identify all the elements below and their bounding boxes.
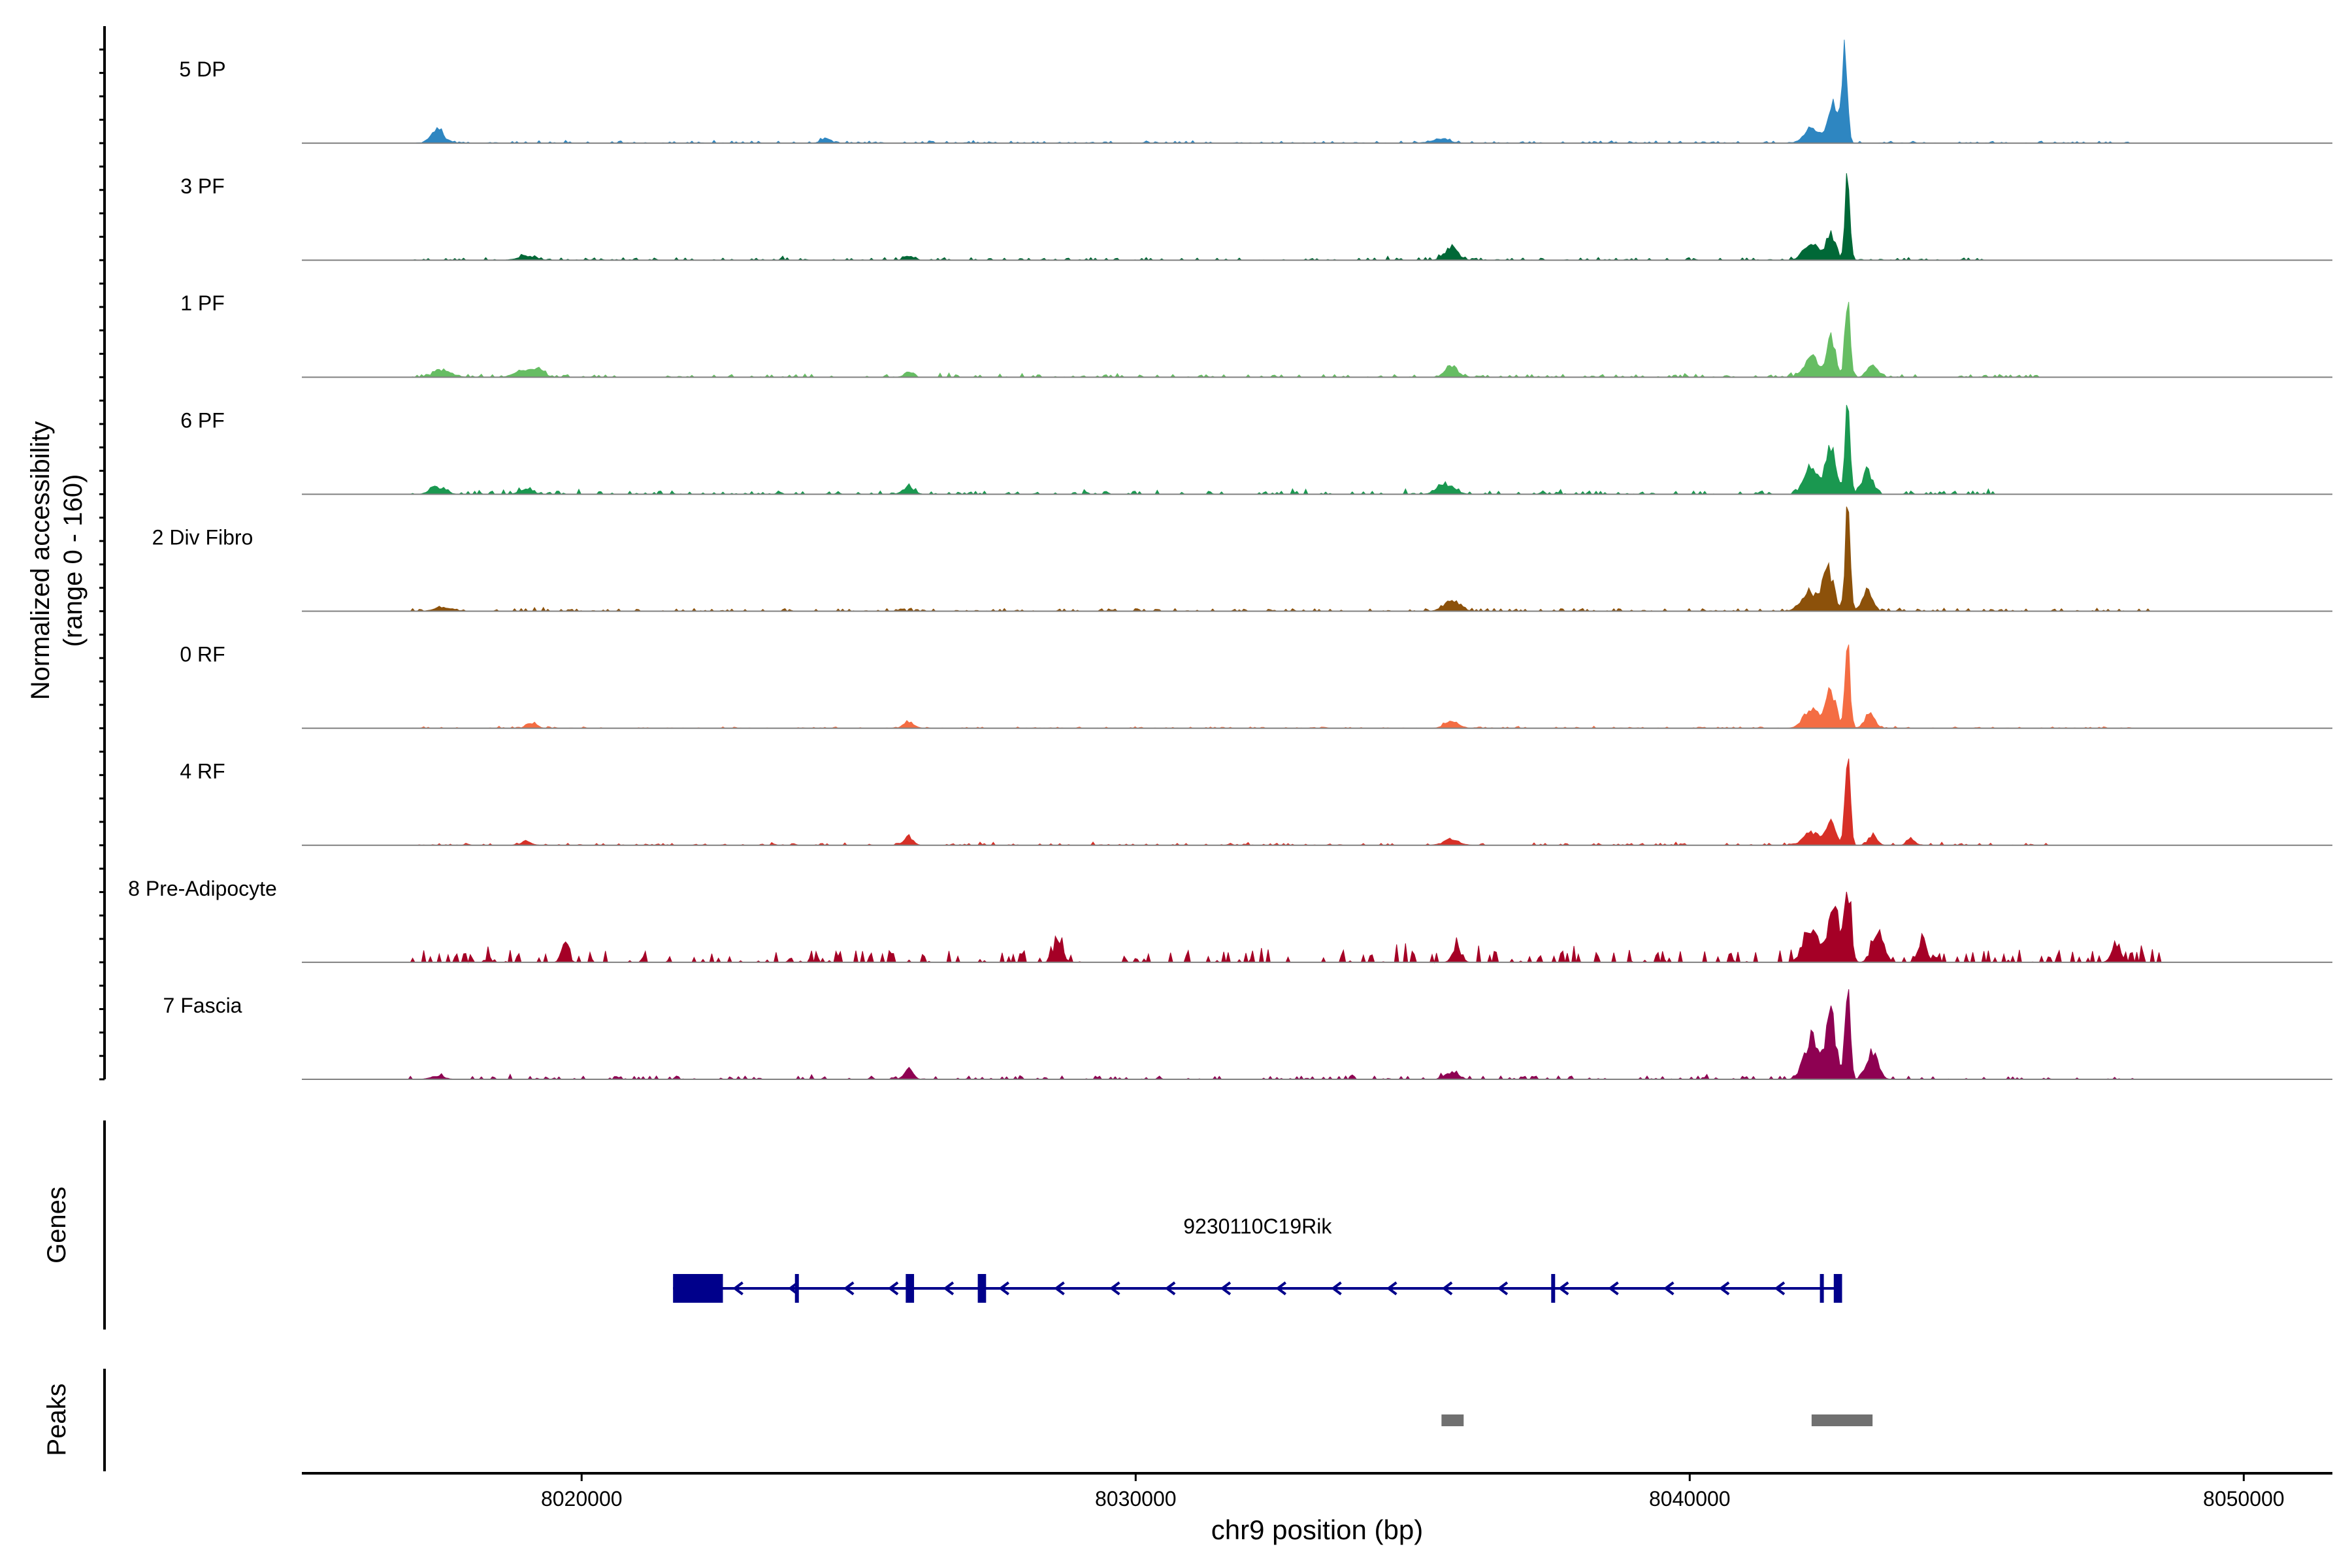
track-label: 2 Div Fibro [152,525,253,549]
strand-arrow [943,1281,955,1296]
track-1: 3 PF [180,173,2332,261]
gene-track [673,1274,1842,1303]
peaks-panel-label: Peaks [42,1383,71,1456]
strand-arrow [1558,1281,1569,1296]
gene-exon [906,1274,915,1303]
gene-exon [1833,1274,1842,1303]
x-tick-label: 8020000 [541,1487,623,1511]
strand-arrow [1663,1281,1674,1296]
track-4: 2 Div Fibro [152,506,2332,612]
gene-name-label: 9230110C19Rik [1183,1215,1332,1238]
track-3: 6 PF [180,404,2332,495]
y-axis-label-line1: Normalized accessibility [26,421,55,700]
strand-arrow [1386,1281,1397,1296]
strand-arrow [1220,1281,1232,1296]
strand-arrow [1331,1281,1342,1296]
strand-arrow [1774,1281,1786,1296]
track-7: 8 Pre-Adipocyte [128,877,2332,964]
track-label: 0 RF [180,643,225,666]
track-label: 8 Pre-Adipocyte [128,877,277,900]
track-label: 1 PF [180,291,225,315]
track-label: 4 RF [180,760,225,783]
strand-arrow [1054,1281,1065,1296]
gene-exon [673,1274,723,1303]
genes-panel-label: Genes [42,1186,71,1264]
track-8: 7 Fascia [163,989,2332,1080]
gene-exon [977,1274,987,1303]
track-0: 5 DP [179,39,2332,144]
gene-exon [1820,1274,1824,1303]
strand-arrow [1497,1281,1509,1296]
strand-arrow [1109,1281,1120,1296]
strand-arrow [887,1281,899,1296]
coverage-y-axis [99,26,106,1081]
strand-arrow [843,1281,855,1296]
coverage-tracks: 5 DP 3 PF 1 PF 6 PF 2 Div Fibro 0 RF 4 RF 8 Pre… [128,39,2332,1080]
strand-arrow [1164,1281,1176,1296]
peak-region [1441,1414,1464,1426]
x-axis: 8020000 8030000 8040000 8050000 [541,1473,2285,1511]
strand-arrow [1275,1281,1286,1296]
peak-region [1811,1414,1873,1426]
y-axis-label-line2: (range 0 - 160) [59,474,88,647]
gene-exon [794,1274,799,1303]
track-6: 4 RF [180,759,2332,846]
track-5: 0 RF [180,643,2332,729]
peak-regions [1441,1414,1873,1426]
strand-arrow [998,1281,1009,1296]
x-axis-label: chr9 position (bp) [1211,1514,1424,1545]
gene-exon [1551,1274,1556,1303]
track-2: 1 PF [180,291,2332,378]
track-label: 5 DP [179,57,225,81]
x-tick-label: 8030000 [1095,1487,1177,1511]
strand-arrow [1718,1281,1730,1296]
track-label: 6 PF [180,408,225,432]
x-tick-label: 8050000 [2203,1487,2285,1511]
x-tick-label: 8040000 [1649,1487,1731,1511]
strand-arrow [1441,1281,1453,1296]
strand-arrow [1608,1281,1619,1296]
track-label: 7 Fascia [163,994,242,1017]
track-label: 3 PF [180,174,225,198]
strand-arrow [732,1281,743,1296]
